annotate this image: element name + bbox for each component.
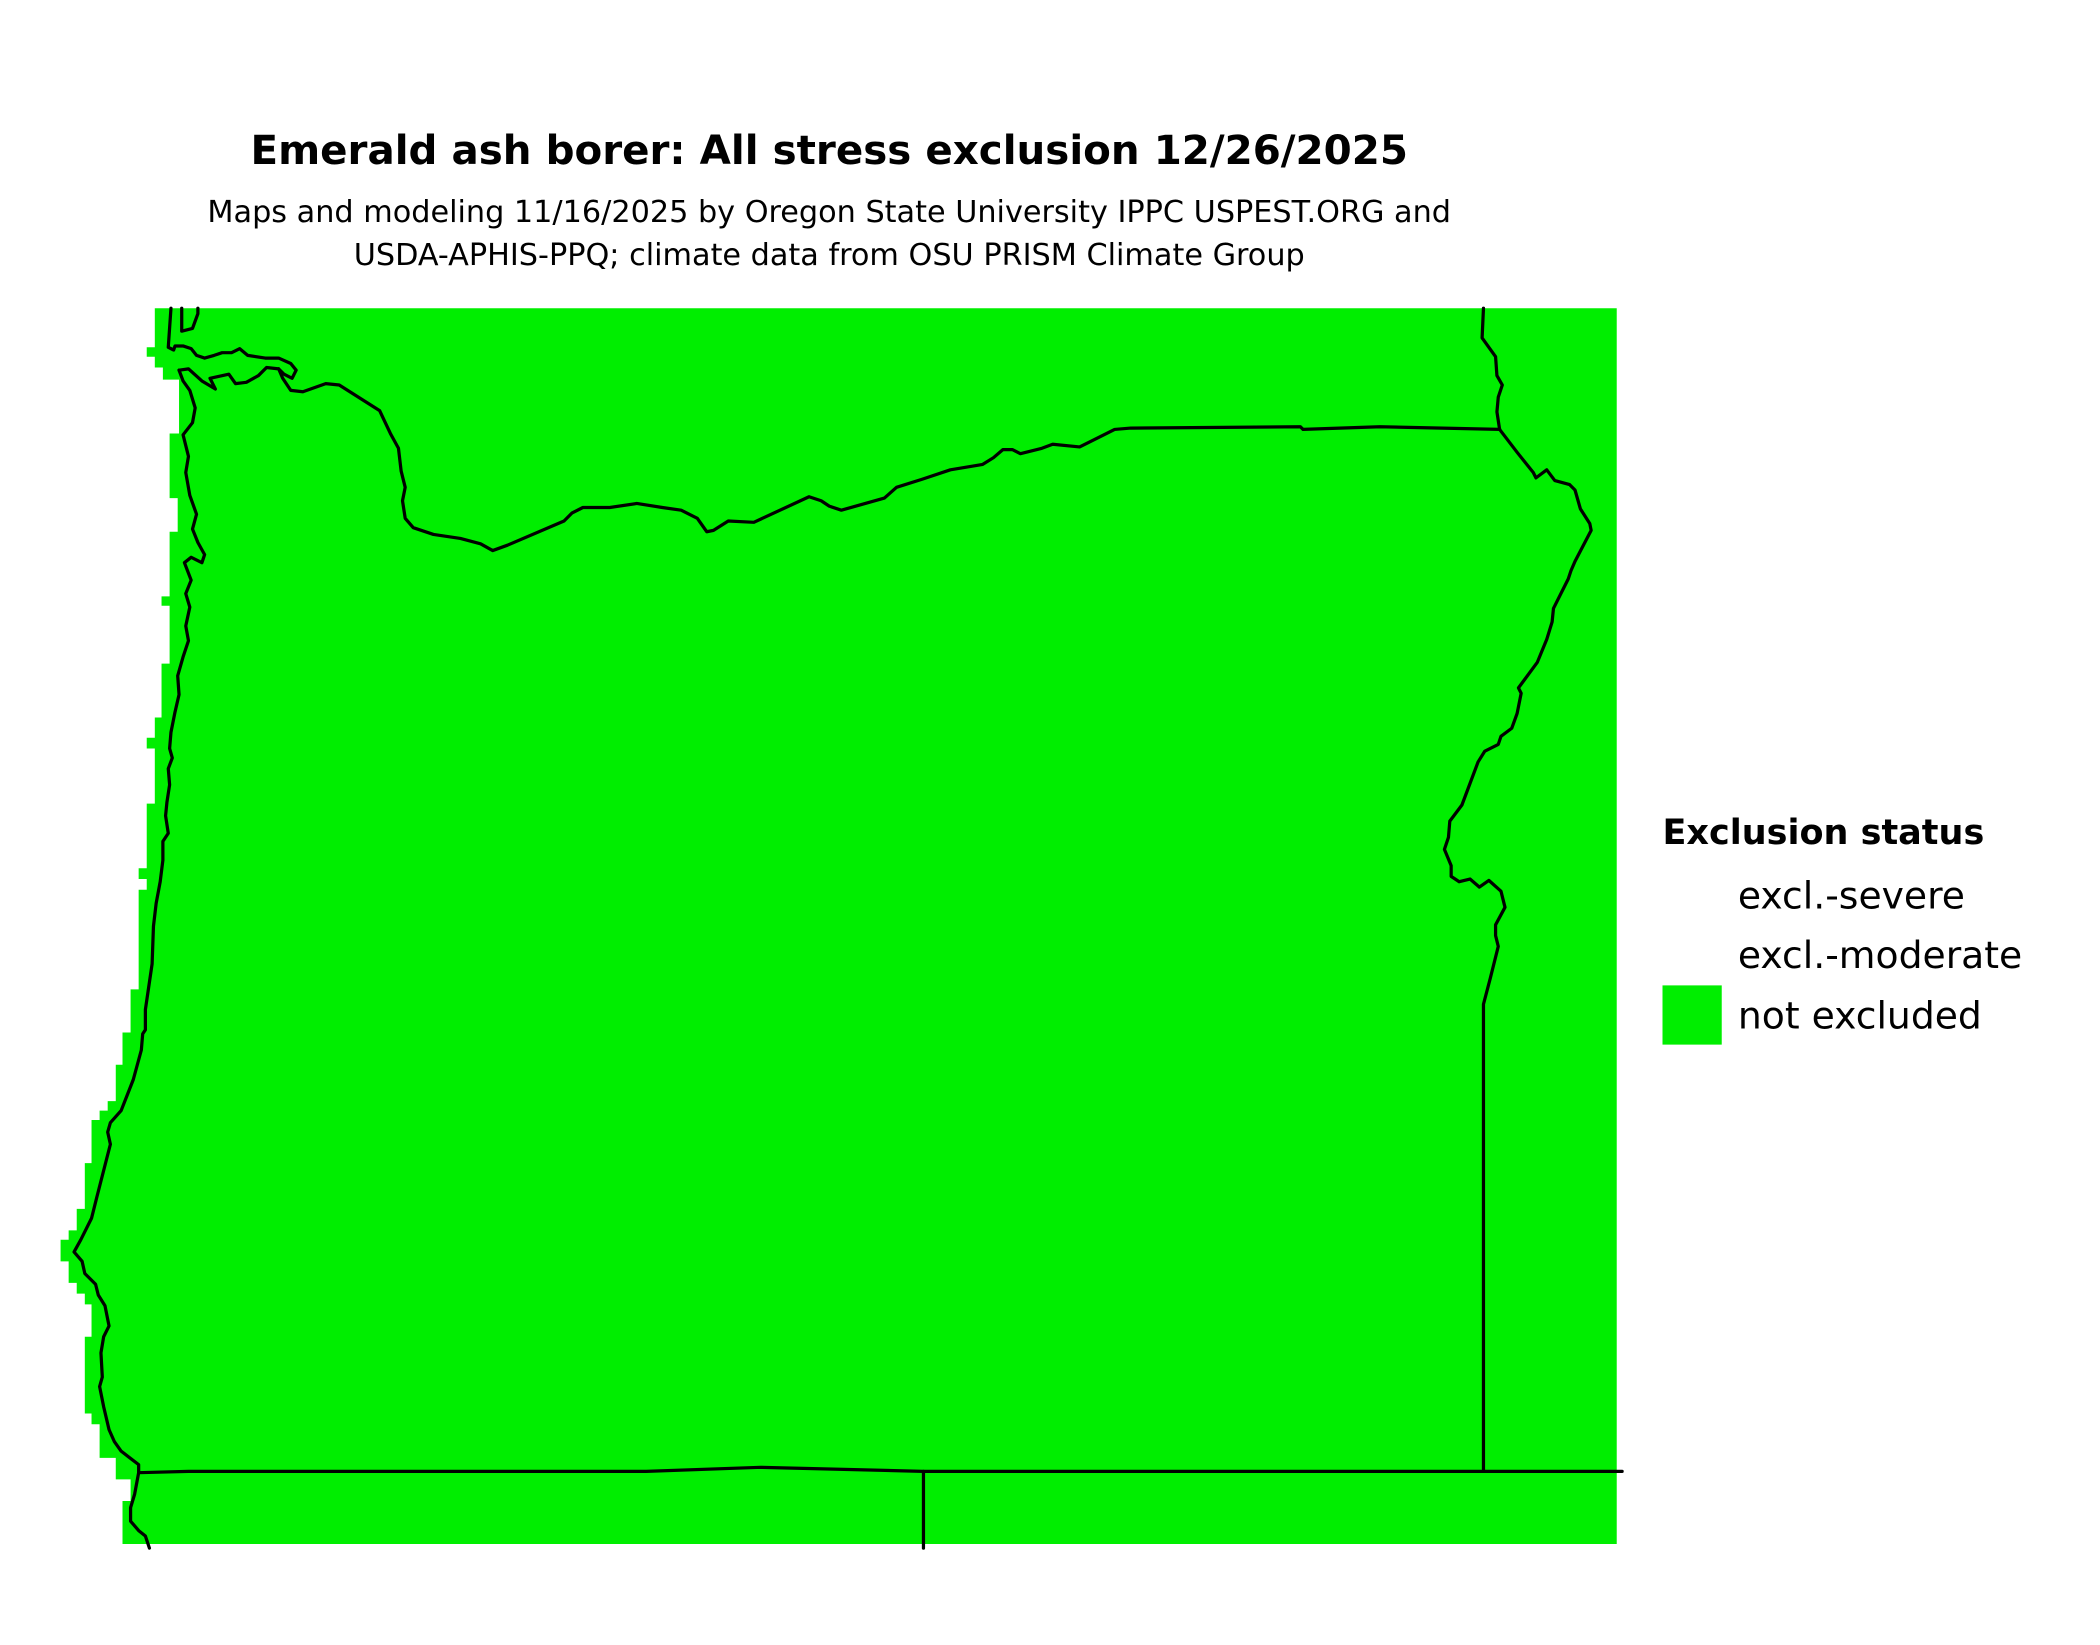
legend: Exclusion status excl.-severe excl.-mode… (1662, 813, 2022, 1045)
oregon-coastline (72, 368, 207, 1550)
legend-swatch-not-excluded (1662, 985, 1722, 1045)
legend-label-excl-severe: excl.-severe (1738, 874, 1965, 918)
legend-label-not-excluded: not excluded (1738, 993, 1982, 1037)
washington-idaho-border (1480, 306, 1504, 432)
legend-title: Exclusion status (1663, 813, 1985, 853)
oregon-idaho-border (1442, 427, 1593, 1473)
legend-label-excl-moderate: excl.-moderate (1738, 933, 2022, 977)
legend-swatch-excl-moderate (1662, 924, 1722, 985)
map-title: Emerald ash borer: All stress exclusion … (251, 127, 1408, 174)
map-subtitle-line2: USDA-APHIS-PPQ; climate data from OSU PR… (354, 238, 1305, 273)
map-panel (60, 306, 1624, 1550)
columbia-river-border (177, 365, 1502, 553)
legend-swatch-excl-severe (1662, 865, 1722, 925)
not-excluded-raster-area (60, 308, 1617, 1545)
washington-bay-inlet (180, 306, 200, 333)
oregon-southern-border (137, 1465, 1624, 1475)
map-subtitle-line1: Maps and modeling 11/16/2025 by Oregon S… (207, 195, 1451, 230)
washington-coast-top (166, 306, 298, 380)
